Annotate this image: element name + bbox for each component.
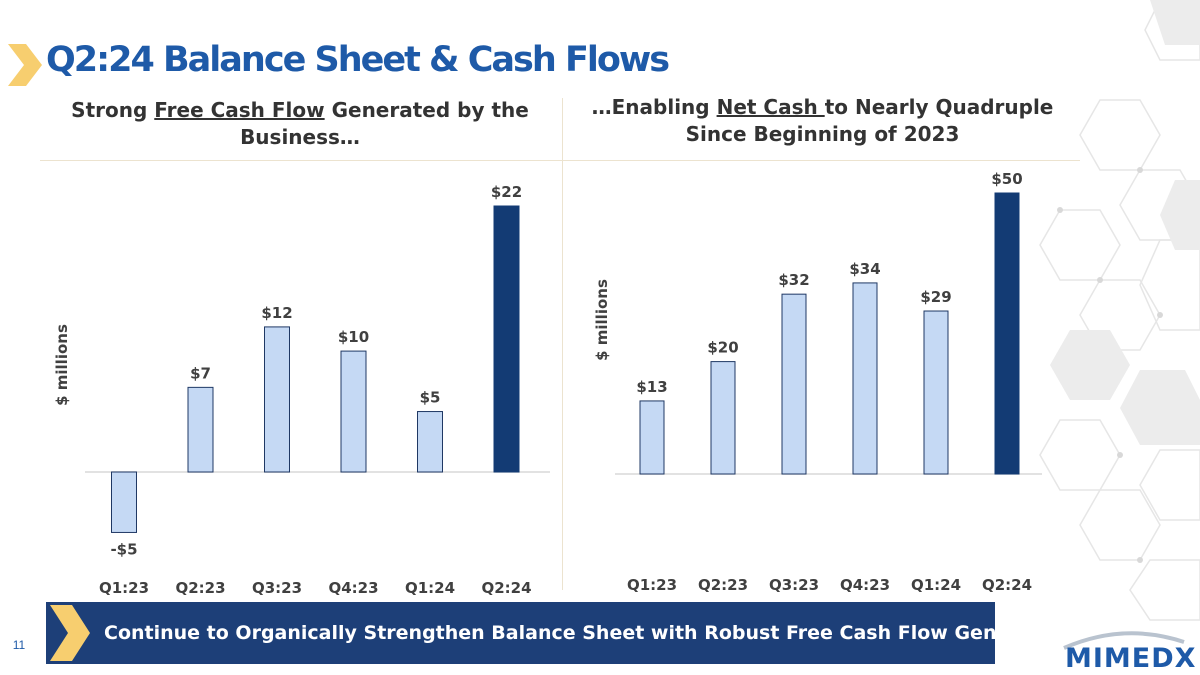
mimedx-logo: MIMEDX bbox=[1065, 643, 1197, 674]
chart1-data-label-Q1:24: $29 bbox=[920, 288, 951, 306]
chart1-data-label-Q3:23: $32 bbox=[778, 271, 809, 289]
chart1-tick-label-Q3:23: Q3:23 bbox=[769, 576, 819, 594]
left-chart-heading: Strong Free Cash Flow Generated by the B… bbox=[70, 97, 530, 151]
chart0-y-axis-title: $ millions bbox=[53, 324, 71, 406]
right-heading-post: to Nearly Quadruple Since Beginning of 2… bbox=[685, 95, 1054, 146]
chart1-bar-Q3:23 bbox=[781, 293, 807, 475]
chart0-bar-Q2:24 bbox=[493, 205, 520, 473]
chart1-tick-label-Q4:23: Q4:23 bbox=[840, 576, 890, 594]
chart1-tick-label-Q2:23: Q2:23 bbox=[698, 576, 748, 594]
chart0-data-label-Q1:24: $5 bbox=[420, 389, 441, 407]
right-heading-underlined: Net Cash bbox=[716, 95, 825, 119]
chart1-tick-label-Q2:24: Q2:24 bbox=[982, 576, 1032, 594]
chart0-data-label-Q3:23: $12 bbox=[261, 304, 292, 322]
chart0-data-label-Q4:23: $10 bbox=[338, 328, 369, 346]
chart0-data-label-Q2:24: $22 bbox=[491, 183, 522, 201]
chart0-data-label-Q1:23: -$5 bbox=[110, 540, 137, 558]
chart1-tick-label-Q1:23: Q1:23 bbox=[627, 576, 677, 594]
chart0-bar-Q1:24 bbox=[417, 411, 443, 473]
banner-chevron-icon bbox=[50, 605, 90, 661]
chart1-bar-Q2:24 bbox=[994, 192, 1020, 475]
heading-divider bbox=[40, 160, 1080, 161]
net-cash-chart: $ millions $13 Q1:23 $20 Q2:23 $32 Q3:23 $34 Q4:… bbox=[593, 170, 1042, 594]
chart0-tick-label-Q4:23: Q4:23 bbox=[328, 579, 378, 597]
left-heading-post: Generated by the Business… bbox=[240, 98, 529, 149]
chart1-y-axis-title: $ millions bbox=[593, 279, 611, 361]
page-number: 11 bbox=[12, 638, 26, 652]
right-chart-heading: …Enabling Net Cash to Nearly Quadruple S… bbox=[585, 94, 1060, 148]
chart0-bar-Q2:23 bbox=[187, 386, 214, 473]
chart1-data-label-Q1:23: $13 bbox=[636, 378, 667, 396]
logo-swoosh-icon bbox=[1063, 631, 1185, 650]
chart1-tick-label-Q1:24: Q1:24 bbox=[911, 576, 961, 594]
chart0-tick-label-Q3:23: Q3:23 bbox=[252, 579, 302, 597]
chart0-data-label-Q2:23: $7 bbox=[190, 364, 211, 382]
chart0-tick-label-Q1:24: Q1:24 bbox=[405, 579, 455, 597]
chart1-bar-Q2:23 bbox=[710, 361, 736, 475]
chart0-tick-label-Q2:24: Q2:24 bbox=[481, 579, 531, 597]
chart0-bar-Q1:23 bbox=[111, 471, 137, 533]
column-divider bbox=[562, 98, 563, 590]
chart0-bar-Q4:23 bbox=[340, 350, 367, 473]
chart0-tick-label-Q1:23: Q1:23 bbox=[99, 579, 149, 597]
chart1-data-label-Q2:23: $20 bbox=[707, 339, 738, 357]
chart0-bar-Q3:23 bbox=[264, 326, 290, 473]
left-heading-pre: Strong bbox=[71, 98, 155, 122]
key-message-banner bbox=[46, 602, 995, 664]
free-cash-flow-chart: $ millions -$5 Q1:23 $7 Q2:23 $12 Q3:23 $10 Q4:2… bbox=[53, 183, 550, 597]
chart1-bar-Q1:24 bbox=[923, 310, 949, 475]
right-heading-pre: …Enabling bbox=[591, 95, 717, 119]
banner-text: Continue to Organically Strengthen Balan… bbox=[104, 622, 1074, 644]
slide-title: Q2:24 Balance Sheet & Cash Flows bbox=[46, 40, 670, 80]
chart1-bar-Q1:23 bbox=[639, 400, 665, 475]
chart0-tick-label-Q2:23: Q2:23 bbox=[175, 579, 225, 597]
title-chevron-icon bbox=[8, 44, 42, 86]
left-heading-underlined: Free Cash Flow bbox=[154, 98, 325, 122]
chart1-bar-Q4:23 bbox=[852, 282, 878, 475]
chart1-data-label-Q2:24: $50 bbox=[991, 170, 1022, 188]
chart1-data-label-Q4:23: $34 bbox=[849, 260, 880, 278]
